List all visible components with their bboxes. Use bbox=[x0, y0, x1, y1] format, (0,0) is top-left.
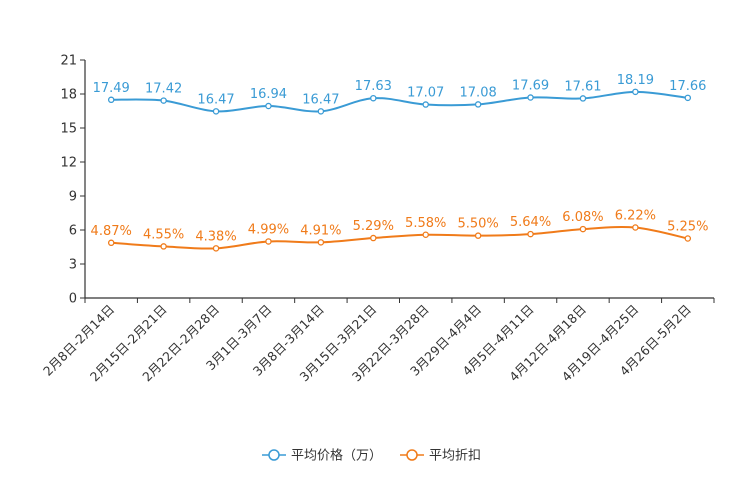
data-label: 17.07 bbox=[407, 86, 444, 101]
data-label: 17.63 bbox=[355, 79, 392, 94]
data-label: 4.91% bbox=[300, 223, 341, 238]
data-label: 17.49 bbox=[93, 81, 130, 96]
data-label: 17.42 bbox=[145, 82, 182, 97]
y-tick-label: 0 bbox=[69, 292, 77, 307]
legend: 平均价格（万） 平均折扣 bbox=[262, 448, 481, 464]
data-label: 17.66 bbox=[669, 79, 706, 94]
data-label: 4.55% bbox=[143, 227, 184, 242]
data-point[interactable] bbox=[212, 245, 220, 252]
data-label: 5.29% bbox=[353, 219, 394, 234]
y-tick-label: 21 bbox=[60, 54, 77, 69]
data-label: 6.08% bbox=[562, 210, 603, 225]
legend-item[interactable]: 平均价格（万） bbox=[262, 448, 382, 464]
data-point[interactable] bbox=[317, 108, 325, 115]
y-tick-label: 3 bbox=[69, 258, 77, 273]
data-label: 4.87% bbox=[91, 224, 132, 239]
data-label: 5.50% bbox=[457, 217, 498, 232]
data-point[interactable] bbox=[579, 95, 587, 102]
legend-item[interactable]: 平均折扣 bbox=[400, 449, 481, 464]
data-point[interactable] bbox=[527, 94, 534, 101]
y-tick-label: 15 bbox=[60, 122, 77, 137]
data-point[interactable] bbox=[160, 243, 167, 250]
series-1: 17.49 17.42 16.47 16.94 16.47 17.63 17.07 17.08… bbox=[93, 73, 706, 115]
data-label: 5.64% bbox=[510, 215, 551, 230]
data-point[interactable] bbox=[160, 97, 167, 104]
data-point[interactable] bbox=[212, 108, 220, 115]
y-tick-label: 18 bbox=[60, 88, 77, 103]
data-point[interactable] bbox=[474, 101, 482, 108]
data-point[interactable] bbox=[107, 96, 115, 104]
data-point[interactable] bbox=[684, 235, 692, 242]
data-point[interactable] bbox=[370, 234, 377, 242]
data-label: 4.99% bbox=[248, 222, 289, 237]
data-point[interactable] bbox=[107, 239, 115, 247]
data-point[interactable] bbox=[422, 231, 429, 239]
data-point[interactable] bbox=[579, 225, 587, 233]
data-label: 6.22% bbox=[615, 209, 656, 224]
data-label: 4.38% bbox=[195, 229, 236, 244]
series-layer: 17.49 17.42 16.47 16.94 16.47 17.63 17.07 17.08… bbox=[91, 73, 708, 252]
y-tick-label: 12 bbox=[60, 156, 77, 171]
data-label: 17.08 bbox=[460, 85, 497, 100]
data-point[interactable] bbox=[684, 94, 692, 102]
data-point[interactable] bbox=[370, 94, 377, 102]
legend-label: 平均折扣 bbox=[429, 449, 481, 464]
data-label: 16.94 bbox=[250, 87, 287, 102]
legend-marker-icon bbox=[268, 449, 280, 461]
data-label: 5.58% bbox=[405, 216, 446, 231]
data-label: 17.69 bbox=[512, 79, 549, 94]
data-point[interactable] bbox=[527, 230, 534, 238]
data-point[interactable] bbox=[632, 224, 639, 231]
y-tick-label: 6 bbox=[69, 224, 77, 239]
series-line bbox=[111, 225, 688, 250]
data-point[interactable] bbox=[474, 232, 482, 239]
series-line bbox=[111, 90, 688, 113]
data-point[interactable] bbox=[265, 238, 272, 245]
data-label: 18.19 bbox=[617, 73, 654, 88]
series-2: 4.87% 4.55% 4.38% 4.99% 4.91% 5.29% 5.58% 5.50%… bbox=[91, 209, 708, 252]
data-point[interactable] bbox=[422, 101, 429, 108]
legend-label: 平均价格（万） bbox=[291, 448, 382, 464]
y-tick-label: 9 bbox=[69, 190, 77, 205]
data-label: 16.47 bbox=[197, 92, 234, 107]
data-label: 5.25% bbox=[667, 220, 708, 235]
data-point[interactable] bbox=[632, 88, 639, 96]
data-point[interactable] bbox=[317, 239, 325, 246]
legend-marker-icon bbox=[406, 449, 418, 461]
data-label: 17.61 bbox=[564, 79, 601, 94]
data-label: 16.47 bbox=[302, 92, 339, 107]
data-point[interactable] bbox=[265, 102, 272, 110]
